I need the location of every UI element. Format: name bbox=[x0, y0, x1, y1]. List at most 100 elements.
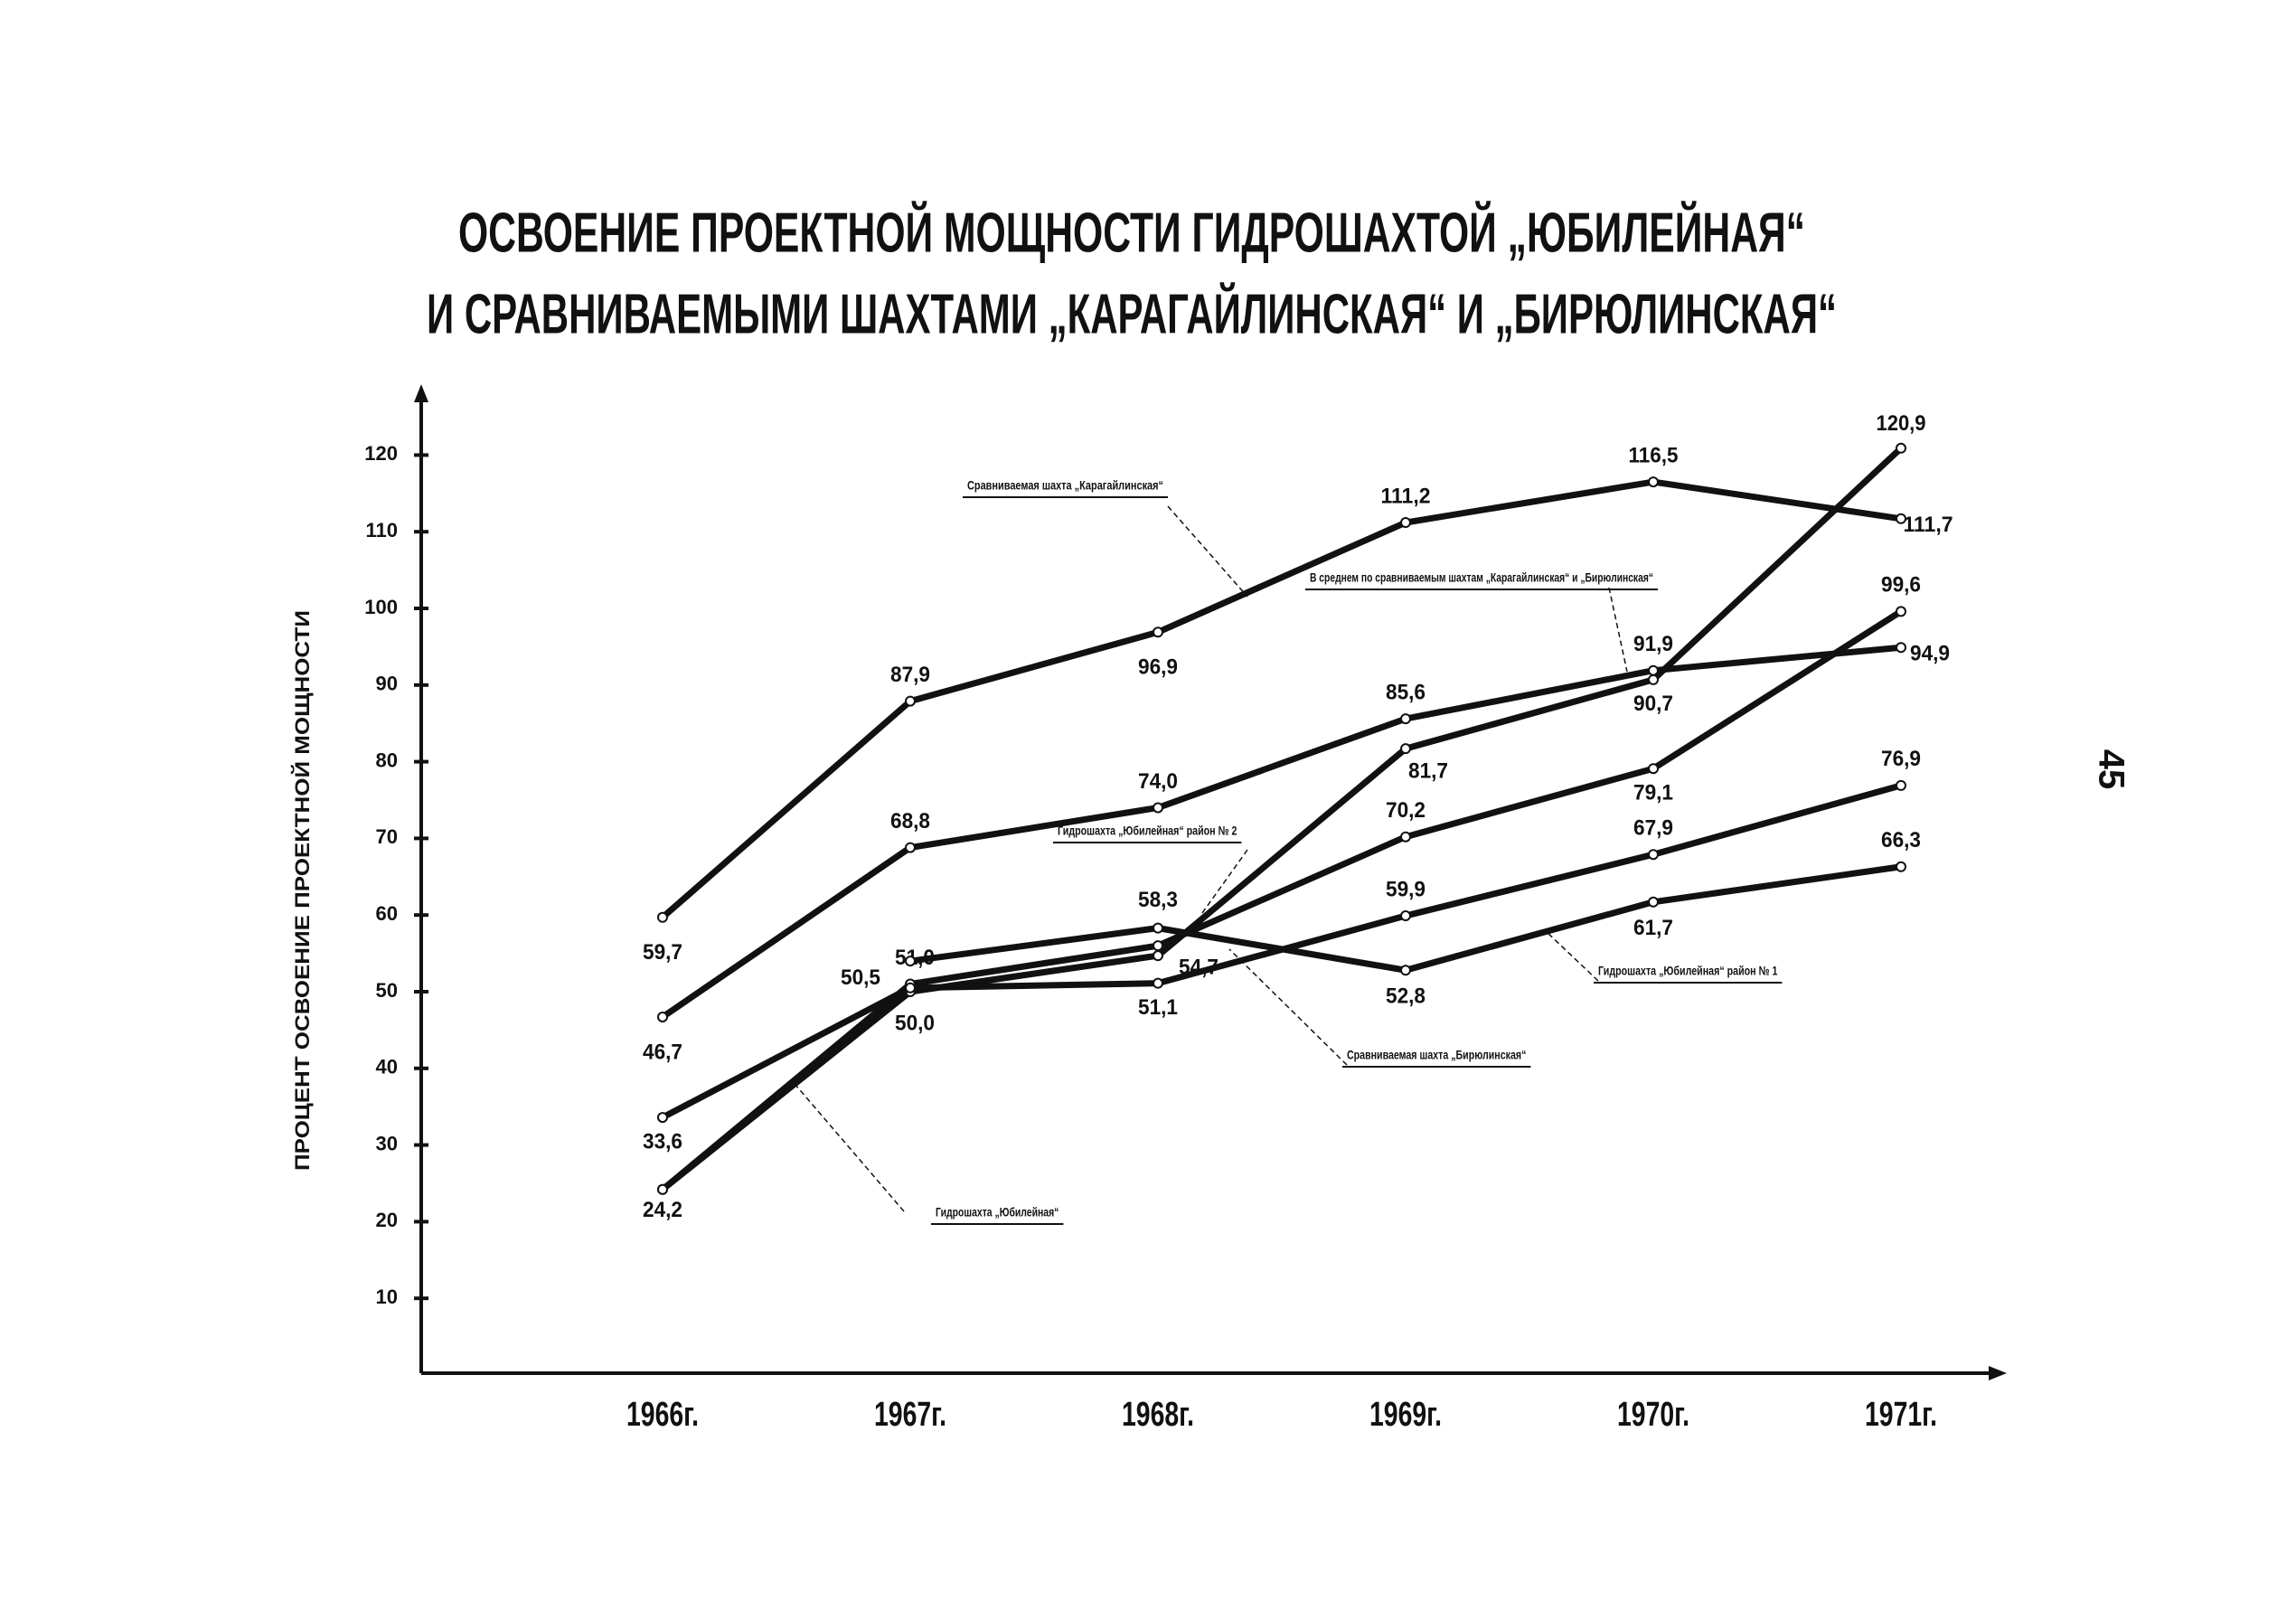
x-tick-label: 1967г. bbox=[874, 1396, 946, 1434]
callout-leader bbox=[795, 1084, 905, 1212]
data-label: 61,7 bbox=[1633, 916, 1673, 940]
data-point bbox=[657, 1112, 668, 1124]
data-point bbox=[1648, 849, 1659, 861]
page-number: 45 bbox=[2091, 749, 2131, 790]
data-point bbox=[905, 695, 916, 707]
data-label: 46,7 bbox=[643, 1040, 682, 1064]
x-tick-label: 1969г. bbox=[1369, 1396, 1442, 1434]
data-point bbox=[1153, 940, 1163, 952]
data-point bbox=[1153, 626, 1163, 638]
y-tick-label: 110 bbox=[366, 519, 399, 542]
data-point bbox=[1400, 831, 1411, 843]
series-callout: Гидрошахта „Юбилейная“ район № 1 bbox=[1598, 964, 1778, 978]
y-tick-label: 40 bbox=[376, 1056, 398, 1078]
data-label: 67,9 bbox=[1633, 816, 1673, 841]
series-callout: В среднем по сравниваемым шахтам „Карага… bbox=[1310, 570, 1653, 585]
data-point bbox=[905, 982, 916, 994]
data-point bbox=[657, 1183, 668, 1195]
data-label: 111,7 bbox=[1904, 513, 1953, 537]
y-tick-label: 50 bbox=[376, 979, 398, 1002]
y-tick-label: 20 bbox=[376, 1209, 398, 1231]
axis-arrow bbox=[414, 384, 428, 402]
callout-leader bbox=[1201, 849, 1248, 914]
data-label: 116,5 bbox=[1629, 443, 1679, 467]
data-point bbox=[1896, 513, 1906, 524]
data-point bbox=[1400, 965, 1411, 976]
data-point bbox=[1896, 861, 1906, 872]
data-label: 90,7 bbox=[1633, 692, 1673, 716]
data-label: 76,9 bbox=[1881, 747, 1921, 771]
data-point bbox=[1648, 673, 1659, 685]
x-tick-label: 1971г. bbox=[1865, 1396, 1937, 1434]
data-point bbox=[1896, 442, 1906, 454]
axis-arrow bbox=[1989, 1366, 2007, 1380]
data-point bbox=[1648, 476, 1659, 488]
data-label: 50,5 bbox=[841, 965, 880, 990]
y-tick-label: 90 bbox=[376, 673, 398, 695]
callout-leader bbox=[1545, 930, 1599, 982]
data-label: 85,6 bbox=[1386, 680, 1426, 704]
chart-title: И СРАВНИВАЕМЫМИ ШАХТАМИ „КАРАГАЙЛИНСКАЯ“… bbox=[427, 282, 1837, 345]
data-label: 96,9 bbox=[1138, 655, 1178, 680]
series-line bbox=[660, 478, 1902, 920]
callout-leader bbox=[1608, 587, 1628, 673]
series-line bbox=[660, 608, 1903, 1192]
y-tick-label: 30 bbox=[376, 1132, 398, 1154]
data-point bbox=[657, 1011, 668, 1022]
data-label: 66,3 bbox=[1881, 828, 1921, 852]
data-label: 120,9 bbox=[1877, 411, 1926, 436]
data-label: 50,0 bbox=[895, 1011, 935, 1035]
callout-leader bbox=[1228, 948, 1348, 1066]
data-label: 68,8 bbox=[890, 809, 930, 833]
x-tick-label: 1968г. bbox=[1122, 1396, 1194, 1434]
data-point bbox=[1896, 606, 1906, 617]
data-point bbox=[905, 956, 916, 967]
data-label: 52,8 bbox=[1386, 984, 1426, 1009]
data-label: 59,9 bbox=[1386, 877, 1426, 901]
data-point bbox=[905, 842, 916, 853]
data-label: 24,2 bbox=[643, 1198, 682, 1222]
data-label: 33,6 bbox=[643, 1129, 682, 1154]
series-line bbox=[660, 446, 1904, 1192]
data-label: 99,6 bbox=[1881, 573, 1921, 598]
data-label: 111,2 bbox=[1381, 484, 1431, 508]
data-label: 79,1 bbox=[1633, 781, 1673, 805]
data-point bbox=[657, 911, 668, 923]
data-label: 58,3 bbox=[1138, 888, 1178, 912]
data-label: 74,0 bbox=[1138, 769, 1178, 794]
data-label: 70,2 bbox=[1386, 798, 1426, 823]
data-point bbox=[1400, 713, 1411, 725]
y-tick-label: 60 bbox=[376, 902, 398, 925]
chart-title: ОСВОЕНИЕ ПРОЕКТНОЙ МОЩНОСТИ ГИДРОШАХТОЙ … bbox=[458, 201, 1805, 264]
data-label: 94,9 bbox=[1910, 642, 1950, 666]
series-callout: Гидрошахта „Юбилейная“ район № 2 bbox=[1058, 824, 1237, 838]
y-axis-label: ПРОЦЕНТ ОСВОЕНИЕ ПРОЕКТНОЙ МОЩНОСТИ bbox=[291, 610, 314, 1171]
data-label: 59,7 bbox=[643, 940, 682, 965]
y-tick-label: 100 bbox=[364, 596, 398, 618]
series-line bbox=[661, 644, 1902, 1020]
y-tick-label: 80 bbox=[376, 749, 398, 771]
data-point bbox=[1896, 779, 1906, 791]
y-tick-label: 70 bbox=[376, 825, 398, 848]
data-point bbox=[1400, 910, 1411, 922]
data-point bbox=[1400, 743, 1411, 755]
data-point bbox=[1153, 802, 1163, 814]
data-point bbox=[1648, 896, 1659, 908]
data-point bbox=[1153, 977, 1163, 989]
data-label: 51,1 bbox=[1138, 995, 1178, 1020]
data-point bbox=[1153, 922, 1163, 934]
y-tick-label: 120 bbox=[364, 442, 398, 465]
data-label: 87,9 bbox=[890, 663, 930, 687]
series-callout: Гидрошахта „Юбилейная“ bbox=[936, 1205, 1059, 1220]
callout-leader bbox=[1167, 505, 1248, 598]
data-label: 91,9 bbox=[1633, 632, 1673, 656]
x-tick-label: 1970г. bbox=[1617, 1396, 1689, 1434]
data-point bbox=[1648, 763, 1659, 775]
series-callout: Сравниваемая шахта „Бирюлинская“ bbox=[1347, 1048, 1526, 1062]
y-tick-label: 10 bbox=[376, 1286, 398, 1308]
x-tick-label: 1966г. bbox=[626, 1396, 699, 1434]
data-point bbox=[1896, 642, 1906, 654]
data-point bbox=[1153, 950, 1163, 962]
data-point bbox=[1400, 517, 1411, 529]
